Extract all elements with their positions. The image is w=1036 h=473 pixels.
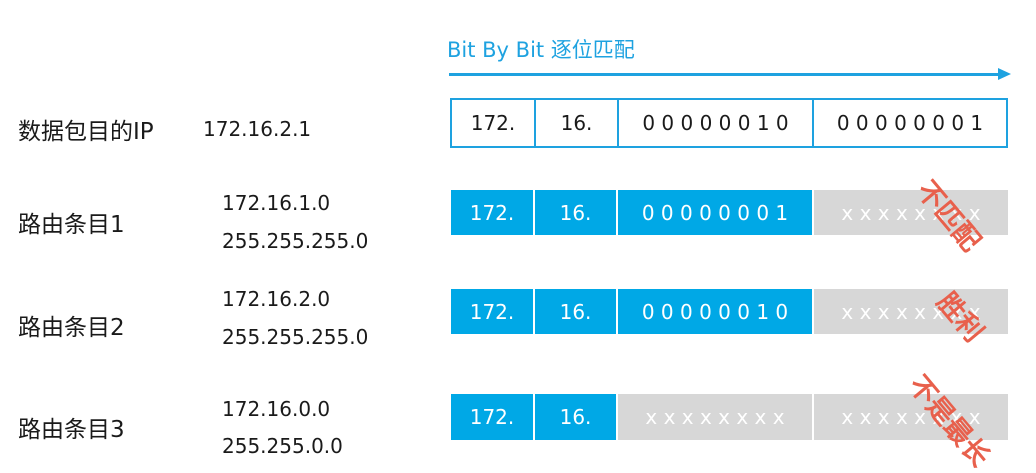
dest-octet-2: 16.: [534, 98, 619, 148]
dest-ip-label: 数据包目的IP: [18, 119, 154, 145]
route-entry-1-ip: 172.16.1.0: [222, 191, 331, 215]
route-entry-3-mask: 255.255.0.0: [222, 434, 343, 458]
route-entry-2-label: 路由条目2: [18, 315, 125, 341]
entry-1-octet-2: 16.: [535, 190, 616, 235]
entry-2-octet-2: 16.: [535, 289, 616, 334]
entry-1-octet-4: x x x x x x x x: [814, 190, 1008, 235]
entry-2-octet-1: 172.: [451, 289, 533, 334]
dest-octet-3: 0 0 0 0 0 0 1 0: [617, 98, 814, 148]
entry-1-octet-3: 0 0 0 0 0 0 0 1: [618, 190, 812, 235]
entry-2-octet-3: 0 0 0 0 0 0 1 0: [618, 289, 812, 334]
route-entry-1-label: 路由条目1: [18, 212, 125, 238]
dest-octet-4: 0 0 0 0 0 0 0 1: [812, 98, 1008, 148]
route-entry-3-label: 路由条目3: [18, 417, 125, 443]
route-entry-2-ip: 172.16.2.0: [222, 287, 331, 311]
entry-3-octet-1: 172.: [451, 394, 533, 440]
arrow-right-icon: [998, 68, 1011, 80]
direction-arrow-line: [449, 73, 1001, 76]
entry-3-octet-2: 16.: [535, 394, 616, 440]
route-entry-2-mask: 255.255.255.0: [222, 325, 369, 349]
dest-ip-value: 172.16.2.1: [203, 117, 312, 141]
dest-octet-1: 172.: [450, 98, 536, 148]
entry-3-octet-3: x x x x x x x x: [618, 394, 812, 440]
route-entry-1-mask: 255.255.255.0: [222, 229, 369, 253]
bit-by-bit-title: Bit By Bit 逐位匹配: [447, 38, 635, 62]
entry-2-octet-4: x x x x x x x x: [814, 289, 1008, 334]
entry-1-octet-1: 172.: [451, 190, 533, 235]
entry-3-octet-4: x x x x x x x x: [814, 394, 1008, 440]
route-entry-3-ip: 172.16.0.0: [222, 397, 331, 421]
